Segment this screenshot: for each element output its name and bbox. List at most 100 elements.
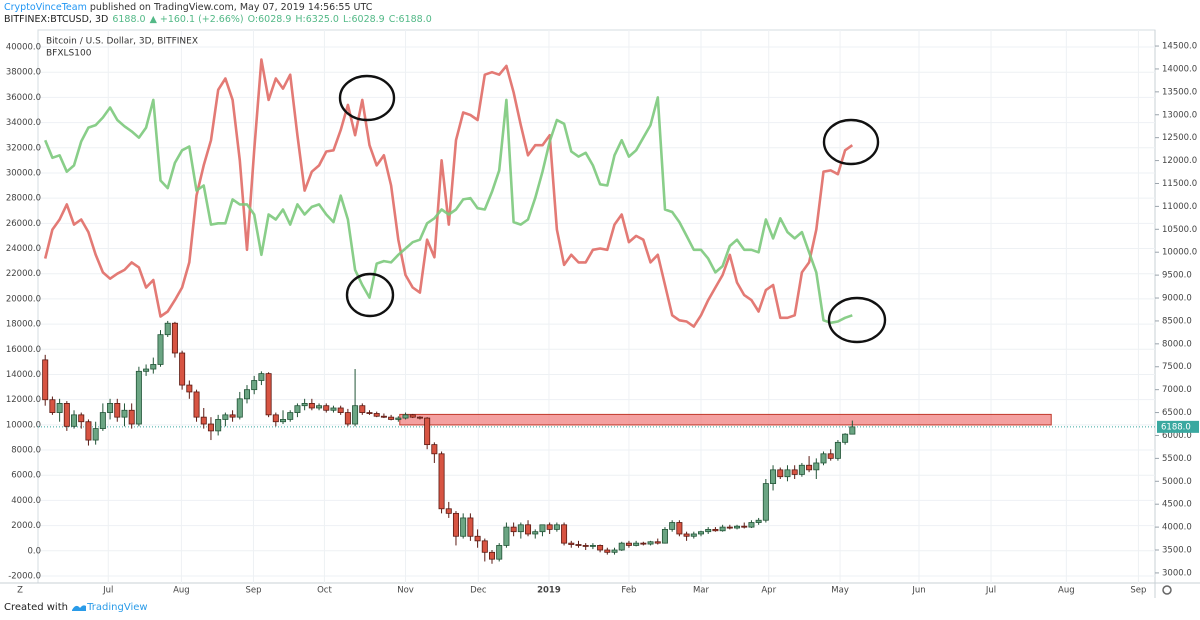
candle-body bbox=[164, 322, 171, 336]
y2-tick-label: 5500.0 bbox=[1162, 454, 1192, 464]
y-tick-label: 20000.0 bbox=[6, 294, 41, 304]
y-tick-label: 22000.0 bbox=[6, 269, 41, 279]
footer: Created with TradingView bbox=[4, 602, 148, 613]
candle-body bbox=[193, 391, 200, 418]
x-tick-label: Jul bbox=[102, 586, 113, 596]
candle-body bbox=[849, 426, 856, 435]
y2-tick-label: 4500.0 bbox=[1162, 500, 1192, 510]
candle-body bbox=[568, 542, 575, 545]
candle-body bbox=[344, 412, 351, 425]
y-tick-label: 18000.0 bbox=[6, 320, 41, 330]
candle-body bbox=[157, 334, 164, 365]
candle-body bbox=[719, 526, 726, 532]
candle-body bbox=[388, 416, 395, 420]
author[interactable]: CryptoVinceTeam bbox=[4, 2, 87, 13]
y-tick-label: 28000.0 bbox=[6, 194, 41, 204]
candle-body bbox=[784, 469, 791, 478]
candle-body bbox=[582, 545, 589, 547]
y-tick-label: 38000.0 bbox=[6, 68, 41, 78]
candle-body bbox=[467, 517, 474, 537]
candle-body bbox=[200, 416, 207, 425]
y-tick-label: 10000.0 bbox=[6, 420, 41, 430]
annotation-circle bbox=[822, 118, 880, 166]
candle-body bbox=[99, 412, 106, 429]
candle-body bbox=[287, 412, 294, 420]
y-tick-label: 16000.0 bbox=[6, 345, 41, 355]
candle-body bbox=[316, 405, 323, 409]
candle-body bbox=[395, 417, 402, 420]
candle-body bbox=[294, 405, 301, 413]
candle-body bbox=[380, 415, 387, 418]
quote: C:6188.0 bbox=[388, 14, 432, 25]
candle-body bbox=[770, 469, 777, 484]
indicator-name: BFXLS100 bbox=[46, 49, 92, 59]
candle-body bbox=[265, 373, 272, 416]
y-tick-label: 12000.0 bbox=[6, 395, 41, 405]
candle-body bbox=[359, 405, 366, 413]
x-tick-label: Apr bbox=[761, 586, 776, 596]
indicator-line bbox=[43, 96, 853, 325]
x-tick-label: Aug bbox=[173, 586, 190, 596]
candle-body bbox=[280, 419, 287, 423]
y-tick-label: 8000.0 bbox=[11, 446, 41, 456]
candle-body bbox=[107, 403, 114, 413]
candle-body bbox=[474, 535, 481, 542]
y-tick-label: 4000.0 bbox=[11, 496, 41, 506]
candle-body bbox=[272, 414, 279, 423]
chart: -2000.0 0.0 2000.0 4000.0 6000.0 8000.0 10000.… bbox=[0, 29, 1200, 598]
x-tick-label: Jul bbox=[985, 586, 996, 596]
candle-body bbox=[791, 469, 798, 475]
candle-body bbox=[777, 469, 784, 478]
candle-body bbox=[121, 409, 128, 418]
settings-button[interactable] bbox=[1162, 585, 1172, 595]
candle-body bbox=[618, 542, 625, 551]
candle-body bbox=[762, 483, 769, 521]
candle-body bbox=[647, 541, 654, 545]
annotation-circle bbox=[827, 296, 887, 344]
candle-body bbox=[150, 364, 157, 370]
candle-body bbox=[56, 403, 63, 413]
y-tick-label: 24000.0 bbox=[6, 244, 41, 254]
y2-tick-label: 5000.0 bbox=[1162, 477, 1192, 487]
candle-body bbox=[604, 549, 611, 553]
candle-body bbox=[669, 522, 676, 530]
y-tick-label: -2000.0 bbox=[8, 571, 41, 581]
candle-body bbox=[143, 368, 150, 372]
candle-body bbox=[496, 545, 503, 560]
candle-body bbox=[575, 544, 582, 546]
footer-brand[interactable]: TradingView bbox=[87, 602, 148, 613]
candle-body bbox=[532, 531, 539, 535]
quote: H:6325.0 bbox=[295, 14, 339, 25]
candle-body bbox=[690, 533, 697, 537]
candle-body bbox=[49, 399, 56, 413]
candle-body bbox=[42, 359, 49, 401]
scale-button[interactable]: Z bbox=[17, 586, 23, 596]
x-tick-label: Sep bbox=[1130, 586, 1146, 596]
candle-body bbox=[215, 419, 222, 432]
x-tick-label: Jun bbox=[911, 586, 925, 596]
y2-tick-label: 4000.0 bbox=[1162, 523, 1192, 533]
y2-tick-label: 10000.0 bbox=[1162, 248, 1197, 258]
candle-body bbox=[301, 403, 308, 407]
candle-body bbox=[755, 519, 762, 523]
y2-tick-label: 14000.0 bbox=[1162, 64, 1197, 74]
candle-body bbox=[402, 414, 409, 419]
quote: 6188.0 bbox=[112, 14, 146, 25]
publish-line: CryptoVinceTeam published on TradingView… bbox=[4, 2, 372, 13]
candle-body bbox=[373, 413, 380, 417]
price-zone bbox=[399, 413, 1052, 426]
x-tick-label: Sep bbox=[245, 586, 261, 596]
y2-tick-label: 10500.0 bbox=[1162, 225, 1197, 235]
candle-body bbox=[330, 407, 337, 411]
candle-body bbox=[445, 508, 452, 514]
annotation-circle bbox=[345, 272, 395, 318]
y2-tick-label: 13000.0 bbox=[1162, 110, 1197, 120]
quote: O:6028.9 bbox=[247, 14, 292, 25]
candle-body bbox=[640, 542, 647, 545]
y-tick-label: 36000.0 bbox=[6, 93, 41, 103]
y2-tick-label: 7500.0 bbox=[1162, 362, 1192, 372]
candle-body bbox=[409, 414, 416, 418]
candle-body bbox=[611, 549, 618, 553]
indicator-line bbox=[43, 58, 854, 328]
candle-body bbox=[633, 542, 640, 546]
